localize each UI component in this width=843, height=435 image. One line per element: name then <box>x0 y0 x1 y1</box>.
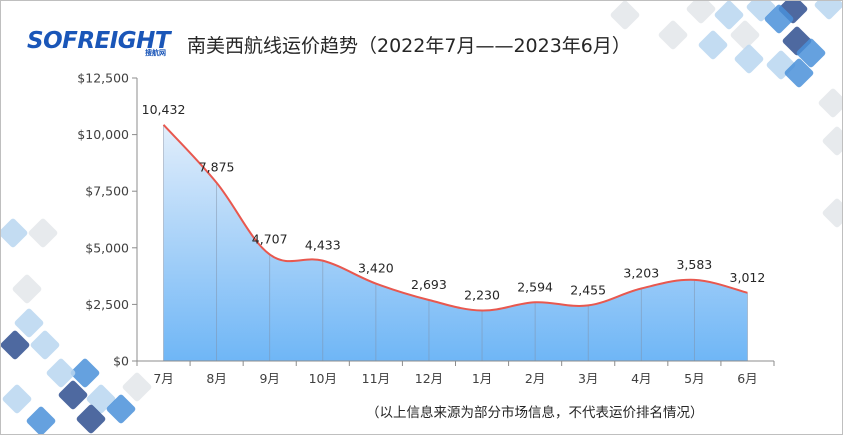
x-tick-label: 11月 <box>362 371 390 386</box>
x-tick-label: 8月 <box>206 371 226 386</box>
data-label: 3,583 <box>676 257 712 272</box>
footnote: （以上信息来源为部分市场信息，不代表运价排名情况） <box>366 405 704 421</box>
data-label: 2,455 <box>570 282 606 297</box>
sofreight-logo: SOFREIGHT 搜航网 <box>27 27 175 57</box>
x-tick-label: 3月 <box>578 371 598 386</box>
data-label: 3,420 <box>358 261 394 276</box>
data-label: 2,230 <box>464 288 500 303</box>
x-tick-label: 9月 <box>259 371 279 386</box>
data-label: 2,693 <box>411 277 447 292</box>
x-tick-label: 6月 <box>737 371 757 386</box>
y-tick-label: $10,000 <box>77 127 129 142</box>
y-tick-label: $7,500 <box>85 184 129 199</box>
y-tick-label: $2,500 <box>85 297 129 312</box>
data-label: 7,875 <box>199 160 235 175</box>
data-label: 4,433 <box>305 238 341 253</box>
x-tick-label: 10月 <box>309 371 337 386</box>
chart-title: 南美西航线运价趋势（2022年7月——2023年6月） <box>187 35 631 57</box>
data-label: 3,203 <box>623 265 659 280</box>
logo-subtext: 搜航网 <box>145 49 166 57</box>
logo-wordmark: SOFREIGHT <box>27 28 171 54</box>
series-line <box>162 124 748 312</box>
x-tick-label: 7月 <box>153 371 173 386</box>
x-tick-label: 12月 <box>415 371 443 386</box>
data-label: 10,432 <box>142 102 186 117</box>
data-label: 2,594 <box>517 279 553 294</box>
x-tick-label: 5月 <box>684 371 704 386</box>
area-fill <box>163 124 748 361</box>
data-label: 4,707 <box>252 231 288 246</box>
y-tick-label: $5,000 <box>85 240 129 255</box>
y-tick-label: $12,500 <box>77 71 129 86</box>
y-tick-label: $0 <box>113 354 129 369</box>
x-tick-label: 4月 <box>631 371 651 386</box>
data-label: 3,012 <box>730 270 766 285</box>
x-tick-label: 1月 <box>472 371 492 386</box>
x-tick-label: 2月 <box>525 371 545 386</box>
